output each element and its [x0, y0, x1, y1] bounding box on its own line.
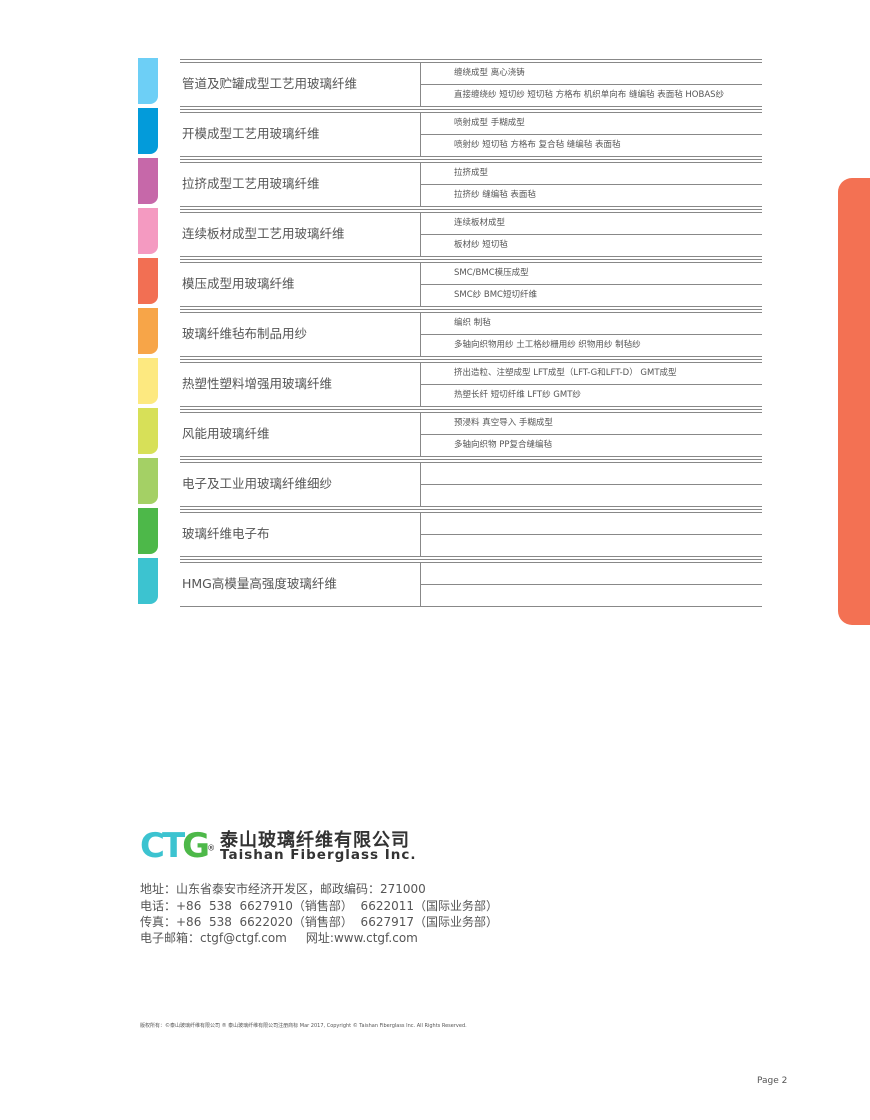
side-tab: [838, 178, 870, 625]
category-color-tab: [138, 108, 158, 154]
copyright: 版权所有：©泰山玻璃纤维有限公司 ® 泰山玻璃纤维有限公司注册商标 Mar 20…: [140, 1023, 467, 1029]
category-title: 开模成型工艺用玻璃纤维: [182, 126, 320, 141]
table-row: 玻璃纤维毡布制品用纱 编织 制毡 多轴向织物用纱 土工格纱栅用纱 织物用纱 制毡…: [180, 309, 762, 357]
products-cell: 直接缠绕纱 短切纱 短切毡 方格布 机织单向布 缝编毡 表面毡 HOBAS纱: [454, 90, 725, 100]
table-row: 风能用玻璃纤维 预浸料 真空导入 手糊成型 多轴向织物 PP复合缝编毡: [180, 409, 762, 457]
category-details: [420, 463, 762, 506]
category-color-tab: [138, 358, 158, 404]
table-row: 管道及贮罐成型工艺用玻璃纤维 缠绕成型 离心浇铸 直接缠绕纱 短切纱 短切毡 方…: [180, 59, 762, 107]
category-details: 挤出造粒、注塑成型 LFT成型（LFT-G和LFT-D） GMT成型 热塑长纤 …: [420, 363, 762, 406]
products-cell: 多轴向织物用纱 土工格纱栅用纱 织物用纱 制毡纱: [454, 340, 641, 350]
products-cell: [421, 485, 762, 506]
products-cell: [421, 585, 762, 606]
process-cell: [421, 513, 762, 535]
process-cell: SMC/BMC模压成型: [421, 263, 762, 285]
category-title: 热塑性塑料增强用玻璃纤维: [182, 376, 333, 391]
page-number: Page 2: [757, 1076, 788, 1086]
table-row: HMG高模量高强度玻璃纤维: [180, 559, 762, 607]
fax: 传真：+86 538 6622020（销售部） 6627917（国际业务部）: [140, 915, 499, 929]
category-color-tab: [138, 58, 158, 104]
category-title: 拉挤成型工艺用玻璃纤维: [182, 176, 320, 191]
products-cell: 喷射纱 短切毡 方格布 复合毡 缝编毡 表面毡: [454, 140, 621, 150]
products-cell: [421, 535, 762, 556]
category-title: 电子及工业用玻璃纤维细纱: [182, 476, 333, 491]
category-title: 管道及贮罐成型工艺用玻璃纤维: [182, 76, 358, 91]
category-color-tab: [138, 508, 158, 554]
process-cell: 挤出造粒、注塑成型 LFT成型（LFT-G和LFT-D） GMT成型: [421, 363, 762, 385]
process-cell: [421, 463, 762, 485]
email-website: 电子邮箱：ctgf@ctgf.com 网址:www.ctgf.com: [140, 931, 418, 945]
category-color-tab: [138, 408, 158, 454]
category-details: 拉挤成型 拉挤纱 缝编毡 表面毡: [420, 163, 762, 206]
category-details: 缠绕成型 离心浇铸 直接缠绕纱 短切纱 短切毡 方格布 机织单向布 缝编毡 表面…: [420, 63, 762, 106]
category-color-tab: [138, 208, 158, 254]
process-cell: [421, 563, 762, 585]
category-details: SMC/BMC模压成型 SMC纱 BMC短切纤维: [420, 263, 762, 306]
process-cell: 拉挤成型: [421, 163, 762, 185]
process-cell: 编织 制毡: [421, 313, 762, 335]
process-cell: 预浸料 真空导入 手糊成型: [421, 413, 762, 435]
table-row: 模压成型用玻璃纤维 SMC/BMC模压成型 SMC纱 BMC短切纤维: [180, 259, 762, 307]
table-row: 玻璃纤维电子布: [180, 509, 762, 557]
products-cell: SMC纱 BMC短切纤维: [454, 290, 537, 300]
category-title: 连续板材成型工艺用玻璃纤维: [182, 226, 345, 241]
category-title: 玻璃纤维毡布制品用纱: [182, 326, 308, 341]
table-row: 电子及工业用玻璃纤维细纱: [180, 459, 762, 507]
category-color-tab: [138, 308, 158, 354]
address: 地址：山东省泰安市经济开发区，邮政编码：271000: [140, 882, 426, 896]
table-row: 开模成型工艺用玻璃纤维 喷射成型 手糊成型 喷射纱 短切毡 方格布 复合毡 缝编…: [180, 109, 762, 157]
process-cell: 缠绕成型 离心浇铸: [421, 63, 762, 85]
table-row: 热塑性塑料增强用玻璃纤维 挤出造粒、注塑成型 LFT成型（LFT-G和LFT-D…: [180, 359, 762, 407]
category-title: 玻璃纤维电子布: [182, 526, 270, 541]
process-cell: 连续板材成型: [421, 213, 762, 235]
products-cell: 板材纱 短切毡: [454, 240, 508, 250]
category-color-tab: [138, 558, 158, 604]
category-title: HMG高模量高强度玻璃纤维: [182, 576, 337, 591]
category-details: 连续板材成型 板材纱 短切毡: [420, 213, 762, 256]
category-title: 模压成型用玻璃纤维: [182, 276, 295, 291]
category-details: [420, 563, 762, 606]
category-color-tab: [138, 258, 158, 304]
category-details: 喷射成型 手糊成型 喷射纱 短切毡 方格布 复合毡 缝编毡 表面毡: [420, 113, 762, 156]
category-title: 风能用玻璃纤维: [182, 426, 270, 441]
category-details: [420, 513, 762, 556]
products-cell: 热塑长纤 短切纤维 LFT纱 GMT纱: [454, 390, 581, 400]
products-cell: 拉挤纱 缝编毡 表面毡: [454, 190, 536, 200]
company-name-en: Taishan Fiberglass Inc.: [220, 847, 417, 863]
table-row: 连续板材成型工艺用玻璃纤维 连续板材成型 板材纱 短切毡: [180, 209, 762, 257]
category-color-tab: [138, 158, 158, 204]
process-cell: 喷射成型 手糊成型: [421, 113, 762, 135]
category-details: 编织 制毡 多轴向织物用纱 土工格纱栅用纱 织物用纱 制毡纱: [420, 313, 762, 356]
table-row: 拉挤成型工艺用玻璃纤维 拉挤成型 拉挤纱 缝编毡 表面毡: [180, 159, 762, 207]
products-cell: 多轴向织物 PP复合缝编毡: [454, 440, 552, 450]
category-details: 预浸料 真空导入 手糊成型 多轴向织物 PP复合缝编毡: [420, 413, 762, 456]
category-color-tab: [138, 458, 158, 504]
ctg-logo: CTG®: [140, 826, 216, 866]
company-name-cn: 泰山玻璃纤维有限公司: [220, 830, 410, 851]
phone: 电话：+86 538 6627910（销售部） 6622011（国际业务部）: [140, 899, 499, 913]
